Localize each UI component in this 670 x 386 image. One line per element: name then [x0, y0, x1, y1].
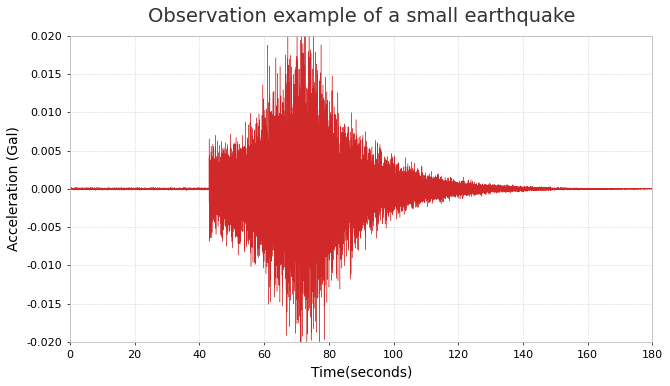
Y-axis label: Acceleration (Gal): Acceleration (Gal): [7, 126, 21, 251]
X-axis label: Time(seconds): Time(seconds): [310, 365, 412, 379]
Title: Observation example of a small earthquake: Observation example of a small earthquak…: [147, 7, 575, 26]
